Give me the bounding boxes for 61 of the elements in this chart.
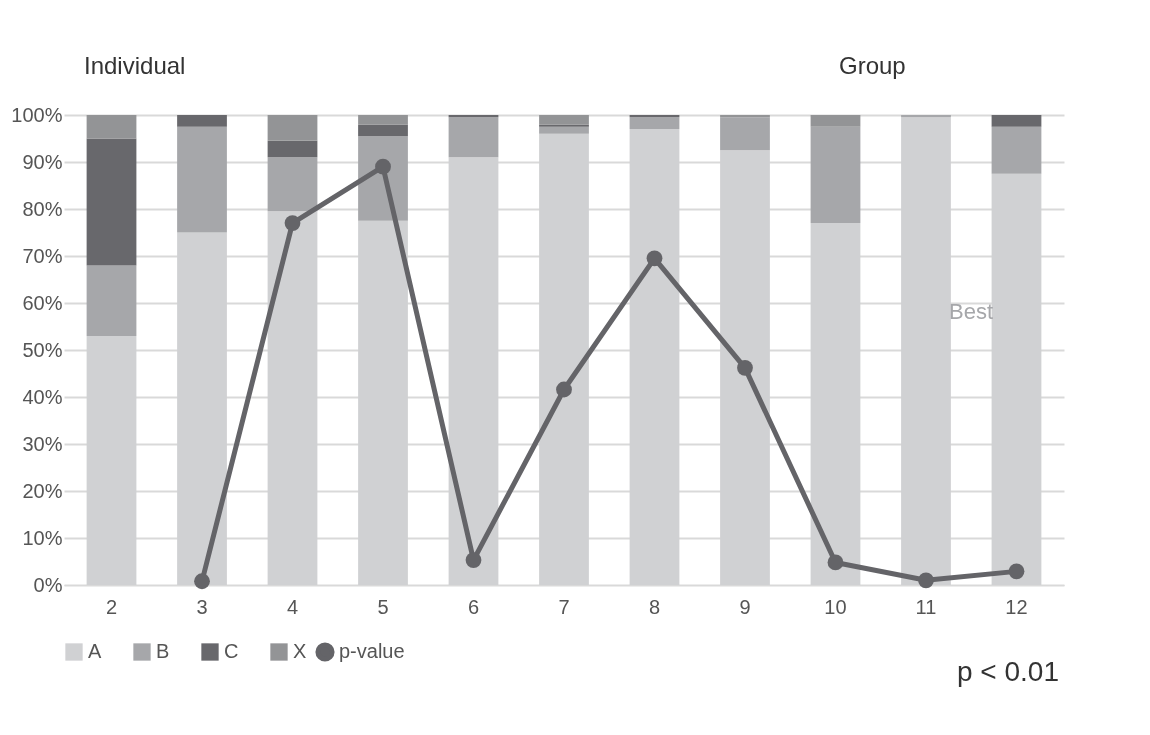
- point: [375, 158, 391, 175]
- bar: [991, 126, 1042, 174]
- y-tick-label: 30%: [22, 432, 63, 455]
- bar: [267, 140, 318, 158]
- x-tick-label: 8: [648, 595, 661, 618]
- y-tick-label: 0%: [33, 573, 63, 596]
- annotation: Best: [948, 299, 994, 325]
- x-tick-label: 9: [739, 595, 751, 618]
- bar: [86, 115, 137, 139]
- bar: [629, 117, 680, 130]
- bar: [810, 115, 861, 127]
- x-tick-label: 10: [824, 595, 847, 618]
- text: p < 0.01: [957, 656, 1059, 687]
- x-tick-label: 2: [105, 595, 118, 618]
- bar: [991, 115, 1042, 127]
- legend-label: A: [88, 640, 102, 662]
- legend-label: p-value: [339, 640, 405, 662]
- point: [737, 359, 753, 376]
- bar: [177, 115, 227, 127]
- point: [284, 215, 301, 231]
- point: [556, 381, 572, 398]
- legend-label: X: [293, 640, 307, 662]
- point: [918, 572, 934, 589]
- y-tick-label: 20%: [22, 479, 63, 502]
- bar: [539, 115, 589, 125]
- bar: [86, 265, 137, 336]
- x-tick-label: 11: [915, 595, 937, 618]
- bar: [358, 115, 408, 125]
- x-tick-label: 7: [558, 595, 570, 618]
- x-tick-label: 12: [1005, 595, 1028, 618]
- y-tick-label: 70%: [22, 244, 63, 267]
- bar: [267, 115, 318, 141]
- point: [827, 554, 844, 571]
- text: Individual: [84, 52, 186, 79]
- point: [194, 573, 210, 590]
- bar: [448, 117, 499, 158]
- bar: [358, 124, 408, 137]
- bar: [267, 157, 318, 212]
- point: [465, 552, 482, 568]
- x-tick-label: 4: [286, 595, 299, 618]
- x-tick-label: 5: [377, 595, 389, 618]
- legend-label: B: [156, 640, 170, 662]
- y-tick-label: 10%: [22, 526, 63, 549]
- bar: [86, 138, 137, 266]
- y-tick-label: 50%: [22, 338, 63, 361]
- y-tick-label: 40%: [22, 385, 63, 408]
- bar: [720, 117, 770, 151]
- bar: [539, 124, 589, 127]
- y-tick-label: 80%: [22, 197, 63, 220]
- y-tick-label: 90%: [22, 150, 63, 173]
- y-tick-label: 60%: [22, 291, 63, 314]
- x-tick-label: 6: [467, 595, 480, 618]
- y-tick-label: 100%: [11, 103, 63, 126]
- point: [646, 250, 663, 267]
- bar: [539, 126, 589, 134]
- x-tick-label: 3: [196, 595, 208, 618]
- legend-label: C: [224, 640, 239, 662]
- bar: [177, 126, 227, 233]
- point: [1008, 563, 1025, 580]
- text: Group: [839, 52, 906, 79]
- bar: [810, 126, 861, 224]
